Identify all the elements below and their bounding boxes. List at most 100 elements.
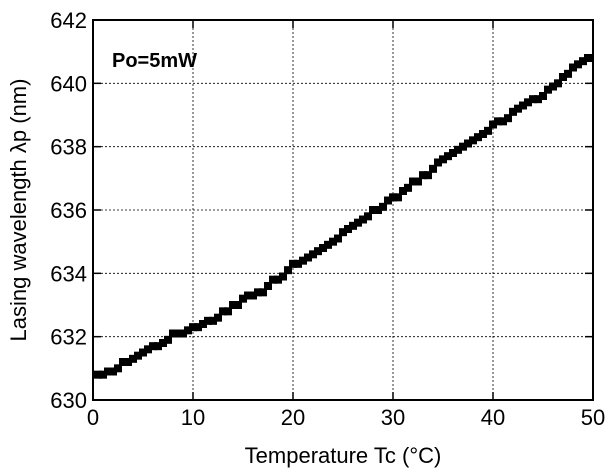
data-point — [224, 307, 232, 316]
data-point — [424, 171, 432, 180]
data-point — [404, 183, 412, 192]
data-point — [449, 149, 457, 157]
data-point — [364, 212, 372, 221]
data-point — [429, 164, 437, 173]
data-point — [189, 323, 197, 332]
data-point — [259, 288, 267, 297]
data-point — [184, 326, 192, 335]
data-point — [489, 120, 497, 129]
data-point — [239, 294, 247, 303]
data-point — [334, 234, 342, 243]
data-point — [329, 237, 337, 246]
x-tick-label: 40 — [481, 405, 505, 430]
data-point — [459, 142, 467, 151]
grid — [93, 20, 593, 400]
data-point — [344, 225, 352, 233]
data-point — [284, 266, 292, 275]
data-point — [574, 60, 582, 69]
data-point — [414, 177, 422, 186]
data-point — [94, 370, 102, 379]
y-tick-label: 630 — [50, 388, 87, 413]
data-point — [179, 329, 187, 338]
data-point — [134, 351, 142, 360]
data-point — [579, 57, 587, 66]
data-point — [384, 196, 392, 205]
data-point — [269, 275, 277, 284]
data-point — [129, 354, 137, 363]
data-point — [554, 79, 562, 88]
data-point — [124, 358, 132, 366]
data-points — [94, 54, 592, 379]
data-point — [469, 136, 477, 145]
data-point — [219, 307, 227, 316]
data-point — [409, 177, 417, 186]
data-point — [544, 85, 552, 94]
data-point — [479, 130, 487, 138]
data-point — [559, 73, 567, 81]
data-point — [529, 95, 537, 104]
y-tick-label: 638 — [50, 135, 87, 160]
x-tick-label: 50 — [581, 405, 605, 430]
data-point — [494, 117, 502, 126]
data-point — [509, 107, 517, 116]
data-point — [549, 82, 557, 91]
data-point — [109, 367, 117, 376]
data-point — [174, 329, 182, 338]
data-point — [514, 104, 522, 113]
data-point — [204, 316, 212, 325]
data-point — [324, 240, 332, 249]
data-point — [419, 171, 427, 180]
data-point — [114, 364, 122, 373]
data-point — [374, 206, 382, 214]
data-point — [164, 335, 172, 344]
data-point — [274, 275, 282, 284]
data-point — [314, 247, 322, 256]
data-point — [539, 92, 547, 100]
x-tick-label: 10 — [181, 405, 205, 430]
data-point — [104, 367, 112, 376]
data-point — [214, 313, 222, 322]
axis-ticks — [92, 19, 594, 401]
data-point — [309, 250, 317, 259]
data-point — [564, 69, 572, 78]
y-tick-label: 636 — [50, 198, 87, 223]
data-point — [139, 348, 147, 357]
power-annotation: Po=5mW — [112, 50, 197, 72]
data-point — [464, 139, 472, 148]
data-point — [304, 253, 312, 262]
data-point — [254, 288, 262, 297]
data-point — [194, 323, 202, 332]
data-point — [169, 329, 177, 338]
data-point — [454, 145, 462, 154]
data-point — [499, 117, 507, 126]
data-point — [289, 259, 297, 268]
data-point — [444, 152, 452, 161]
data-point — [584, 54, 592, 62]
y-tick-label: 640 — [50, 71, 87, 96]
data-point — [484, 126, 492, 135]
data-point — [349, 221, 357, 230]
x-tick-label: 0 — [87, 405, 99, 430]
y-axis-label: Lasing wavelength λp (nm) — [6, 79, 31, 342]
data-point — [369, 206, 377, 214]
data-point — [299, 256, 307, 265]
data-point — [144, 345, 152, 354]
data-point — [359, 215, 367, 224]
data-point — [394, 193, 402, 202]
data-point — [209, 316, 217, 325]
data-point — [99, 370, 107, 379]
data-point — [434, 158, 442, 167]
data-point — [119, 358, 127, 366]
data-point — [389, 193, 397, 202]
data-point — [354, 218, 362, 227]
data-point — [569, 63, 577, 72]
data-point — [279, 272, 287, 281]
data-point — [504, 114, 512, 123]
y-tick-label: 634 — [50, 261, 87, 286]
x-tick-label: 20 — [281, 405, 305, 430]
data-point — [154, 342, 162, 351]
y-tick-label: 632 — [50, 325, 87, 350]
data-point — [229, 301, 237, 309]
x-tick-label: 30 — [381, 405, 405, 430]
